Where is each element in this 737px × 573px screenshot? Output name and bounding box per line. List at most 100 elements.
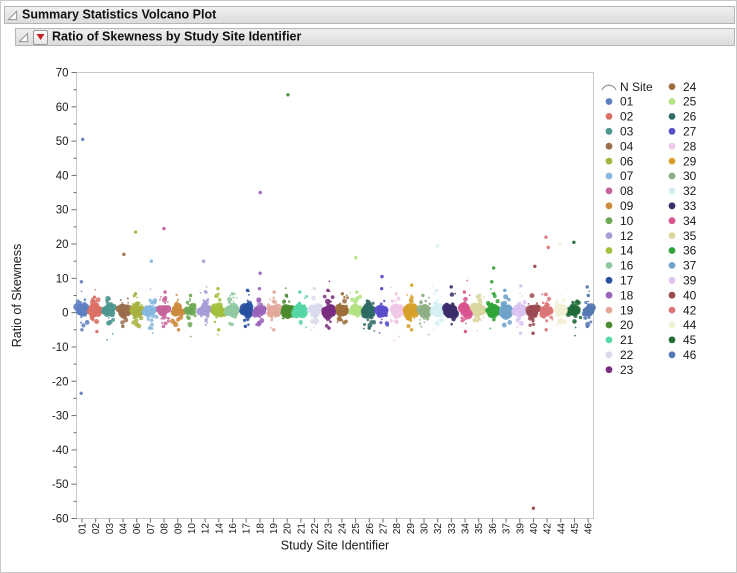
outlier-point[interactable] — [544, 235, 548, 239]
legend-item-34[interactable]: 34 — [668, 214, 697, 228]
data-point[interactable] — [217, 292, 220, 295]
data-point[interactable] — [111, 332, 114, 335]
data-point[interactable] — [363, 304, 368, 309]
data-point[interactable] — [149, 288, 152, 291]
data-point[interactable] — [111, 317, 116, 322]
outlier-point[interactable] — [149, 259, 154, 263]
data-point[interactable] — [500, 305, 503, 308]
outlier-point[interactable] — [272, 290, 276, 294]
site-26-points[interactable] — [360, 299, 377, 332]
data-point[interactable] — [104, 312, 108, 316]
data-point[interactable] — [481, 306, 486, 311]
data-point[interactable] — [193, 314, 197, 318]
data-point[interactable] — [419, 318, 422, 321]
data-point[interactable] — [281, 317, 284, 320]
data-point[interactable] — [516, 309, 521, 314]
data-point[interactable] — [410, 294, 413, 297]
data-point[interactable] — [431, 285, 434, 287]
data-point[interactable] — [176, 308, 180, 312]
data-point[interactable] — [419, 301, 423, 305]
data-point[interactable] — [418, 308, 423, 313]
data-point[interactable] — [557, 300, 559, 302]
data-point[interactable] — [519, 315, 522, 318]
data-point[interactable] — [449, 292, 455, 297]
legend-item-21[interactable]: 21 — [605, 333, 634, 347]
data-point[interactable] — [302, 304, 306, 307]
outlier-point[interactable] — [533, 264, 537, 269]
data-point[interactable] — [477, 316, 481, 320]
data-point[interactable] — [201, 302, 207, 307]
data-point[interactable] — [527, 302, 530, 305]
site-02-points[interactable] — [86, 288, 104, 334]
data-point[interactable] — [300, 323, 302, 326]
data-point[interactable] — [588, 290, 591, 292]
data-point[interactable] — [549, 315, 553, 320]
outlier-point[interactable] — [133, 292, 138, 296]
data-point[interactable] — [446, 314, 449, 317]
data-point[interactable] — [466, 279, 469, 282]
data-point[interactable] — [95, 320, 97, 323]
outlier-point[interactable] — [107, 297, 111, 301]
data-point[interactable] — [454, 292, 457, 295]
outlier-point[interactable] — [477, 293, 482, 298]
data-point[interactable] — [366, 299, 369, 302]
data-point[interactable] — [492, 313, 495, 316]
data-point[interactable] — [489, 311, 494, 315]
data-point[interactable] — [275, 311, 278, 314]
outlier-point[interactable] — [95, 329, 99, 334]
outlier-point[interactable] — [284, 293, 289, 298]
data-point[interactable] — [260, 311, 262, 314]
data-point[interactable] — [177, 298, 180, 301]
data-point[interactable] — [369, 314, 374, 320]
site-08-points[interactable] — [155, 226, 172, 329]
outlier-point[interactable] — [204, 290, 208, 294]
data-point[interactable] — [227, 296, 233, 303]
data-point[interactable] — [187, 303, 190, 306]
site-44-points[interactable] — [554, 242, 570, 327]
data-point[interactable] — [517, 315, 520, 318]
data-point[interactable] — [243, 303, 247, 307]
data-point[interactable] — [462, 318, 466, 321]
data-point[interactable] — [378, 306, 383, 311]
data-point[interactable] — [230, 322, 234, 327]
legend-item-30[interactable]: 30 — [668, 169, 697, 183]
data-point[interactable] — [521, 304, 526, 309]
site-32-points[interactable] — [429, 244, 447, 331]
data-point[interactable] — [390, 299, 395, 303]
data-point[interactable] — [489, 287, 492, 290]
data-point[interactable] — [83, 311, 86, 314]
data-point[interactable] — [136, 323, 142, 329]
data-point[interactable] — [578, 315, 583, 320]
outlier-point[interactable] — [92, 295, 97, 299]
data-point[interactable] — [395, 309, 399, 313]
outlier-point[interactable] — [462, 290, 467, 294]
data-point[interactable] — [428, 302, 432, 306]
legend-item-22[interactable]: 22 — [605, 348, 634, 362]
data-point[interactable] — [94, 288, 97, 291]
data-point[interactable] — [268, 306, 271, 309]
data-point[interactable] — [312, 316, 315, 319]
data-point[interactable] — [301, 314, 305, 318]
data-point[interactable] — [590, 311, 595, 315]
data-point[interactable] — [551, 318, 554, 321]
site-37-points[interactable] — [498, 288, 515, 328]
data-point[interactable] — [345, 305, 348, 308]
data-point[interactable] — [534, 309, 538, 313]
data-point[interactable] — [332, 313, 335, 316]
outlier-point[interactable] — [122, 252, 126, 257]
data-point[interactable] — [310, 318, 316, 325]
data-point[interactable] — [462, 301, 467, 305]
legend-item-29[interactable]: 29 — [668, 154, 697, 168]
outlier-point[interactable] — [355, 290, 359, 294]
data-point[interactable] — [82, 301, 87, 306]
outlier-point[interactable] — [162, 226, 166, 231]
data-point[interactable] — [192, 306, 196, 310]
outlier-point[interactable] — [585, 324, 590, 329]
data-point[interactable] — [531, 323, 534, 326]
data-point[interactable] — [371, 319, 377, 325]
data-point[interactable] — [586, 312, 591, 317]
outlier-point[interactable] — [147, 326, 152, 330]
data-point[interactable] — [166, 319, 170, 323]
site-20-points[interactable] — [280, 93, 297, 320]
site-01-points[interactable] — [73, 137, 90, 395]
